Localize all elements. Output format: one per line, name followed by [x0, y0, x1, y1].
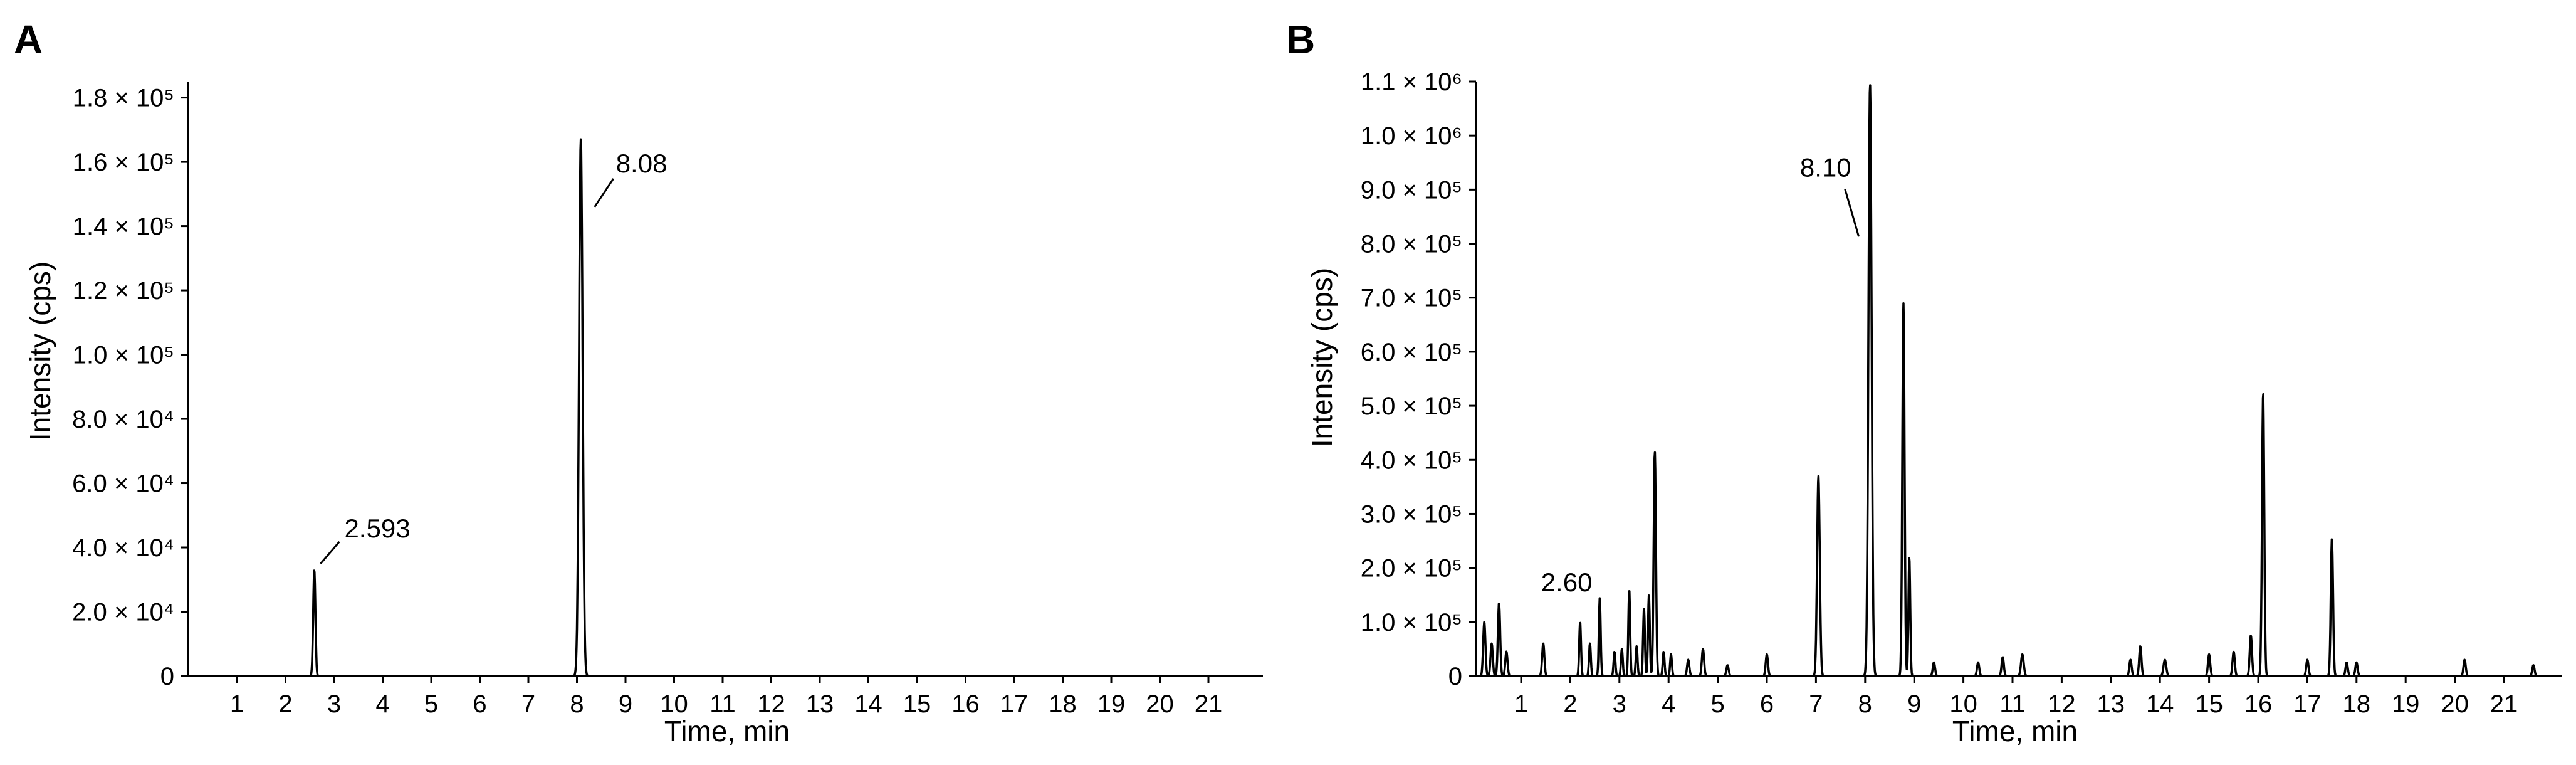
x-tick-label: 13 [2097, 690, 2125, 718]
x-tick-label: 18 [2343, 690, 2371, 718]
y-tick-label: 4.0 × 10⁵ [1361, 446, 1462, 474]
y-tick-label: 5.0 × 10⁵ [1361, 393, 1462, 420]
x-tick-label: 3 [327, 690, 341, 718]
panel-b-chart: B 0 1.0 × 10⁵ 2.0 × 10⁵ 3.0 × 10⁵ 4.0 × 10⁵ 5… [1286, 17, 2562, 747]
x-tick-label: 19 [2392, 690, 2420, 718]
y-tick-label: 1.0 × 10⁵ [1361, 609, 1462, 636]
x-tick-label: 12 [2048, 690, 2076, 718]
x-tick-label: 11 [709, 690, 736, 718]
x-tick-label: 5 [424, 690, 438, 718]
x-tick-label: 7 [521, 690, 535, 718]
panel-b-y-label: Intensity (cps) [1306, 268, 1338, 447]
x-tick-label: 7 [1809, 690, 1823, 718]
y-tick-label: 2.0 × 10⁵ [1361, 555, 1462, 583]
y-tick-label: 1.8 × 10⁵ [73, 85, 174, 112]
x-tick-label: 15 [903, 690, 931, 718]
x-tick-label: 14 [2146, 690, 2174, 718]
annotation-leader-line [320, 542, 339, 564]
panel-a-trace [191, 139, 1254, 676]
x-tick-label: 21 [2490, 690, 2518, 718]
annotation-leader-line [595, 179, 614, 207]
peak-label: 2.60 [1541, 567, 1593, 597]
x-tick-label: 19 [1097, 690, 1126, 718]
x-tick-label: 14 [854, 690, 882, 718]
x-tick-label: 13 [806, 690, 834, 718]
x-tick-label: 15 [2195, 690, 2223, 718]
annotation-leader-line [1845, 189, 1859, 236]
panel-a-x-label: Time, min [664, 715, 790, 747]
y-tick-label: 2.0 × 10⁴ [72, 599, 174, 626]
x-tick-label: 4 [1662, 690, 1675, 718]
y-tick-label: 7.0 × 10⁵ [1361, 285, 1462, 312]
x-tick-label: 16 [951, 690, 980, 718]
y-tick-label: 6.0 × 10⁴ [72, 470, 174, 498]
y-tick-label: 1.6 × 10⁵ [73, 149, 174, 176]
x-tick-label: 8 [1858, 690, 1872, 718]
peak-label: 8.10 [1800, 152, 1851, 182]
panel-b-x-label: Time, min [1952, 715, 2078, 747]
panel-b-y-ticks: 0 1.0 × 10⁵ 2.0 × 10⁵ 3.0 × 10⁵ 4.0 × 10⁵ 5.0… [1361, 68, 1476, 690]
panel-b-annotations: 2.60 8.10 [1541, 152, 1859, 597]
y-tick-label: 1.0 × 10⁵ [73, 342, 174, 369]
y-tick-label: 9.0 × 10⁵ [1361, 176, 1462, 204]
x-tick-label: 17 [1000, 690, 1029, 718]
panel-b-x-ticks: 1 2 3 4 5 6 7 8 9 10 11 12 13 14 15 16 17 18 19 20 21 [1514, 676, 2518, 718]
x-tick-label: 2 [278, 690, 292, 718]
x-tick-label: 1 [1514, 690, 1528, 718]
x-tick-label: 17 [2293, 690, 2322, 718]
y-tick-label: 1.4 × 10⁵ [73, 213, 174, 241]
y-tick-label: 4.0 × 10⁴ [72, 534, 174, 562]
x-tick-label: 3 [1613, 690, 1626, 718]
x-tick-label: 21 [1195, 690, 1223, 718]
panel-a-chart: A 0 2.0 × 10⁴ 4.0 × 10⁴ 6.0 × 10⁴ 8.0 × 10⁴ 1… [14, 17, 1263, 747]
panel-a-letter: A [14, 17, 43, 62]
x-tick-label: 2 [1563, 690, 1577, 718]
x-tick-label: 10 [1949, 690, 1977, 718]
x-tick-label: 6 [1760, 690, 1774, 718]
x-tick-label: 10 [660, 690, 688, 718]
y-tick-label: 0 [160, 663, 174, 690]
peak-label: 8.08 [616, 149, 668, 178]
x-tick-label: 20 [2441, 690, 2469, 718]
x-tick-label: 5 [1710, 690, 1724, 718]
panel-a-y-ticks: 0 2.0 × 10⁴ 4.0 × 10⁴ 6.0 × 10⁴ 8.0 × 10⁴ 1.0… [72, 85, 188, 690]
x-tick-label: 1 [230, 690, 244, 718]
x-tick-label: 9 [619, 690, 632, 718]
y-tick-label: 8.0 × 10⁵ [1361, 231, 1462, 258]
y-tick-label: 1.1 × 10⁶ [1361, 68, 1462, 96]
panel-a-annotations: 2.593 8.08 [320, 149, 667, 564]
y-tick-label: 3.0 × 10⁵ [1361, 500, 1462, 528]
panel-a-x-ticks: 1 2 3 4 5 6 7 8 9 10 11 12 13 14 15 16 17 18 19 20 21 [230, 676, 1222, 718]
y-tick-label: 0 [1448, 663, 1462, 690]
y-tick-label: 1.0 × 10⁶ [1361, 122, 1462, 150]
x-tick-label: 16 [2244, 690, 2273, 718]
x-tick-label: 4 [375, 690, 389, 718]
panel-b-letter: B [1286, 17, 1315, 62]
x-tick-label: 9 [1907, 690, 1921, 718]
peak-label: 2.593 [344, 514, 410, 543]
y-tick-label: 6.0 × 10⁵ [1361, 339, 1462, 366]
y-tick-label: 1.2 × 10⁵ [73, 277, 174, 305]
x-tick-label: 12 [757, 690, 785, 718]
x-tick-label: 11 [1999, 690, 2026, 718]
x-tick-label: 6 [473, 690, 486, 718]
x-tick-label: 18 [1049, 690, 1077, 718]
x-tick-label: 8 [570, 690, 584, 718]
x-tick-label: 20 [1146, 690, 1174, 718]
panel-b-trace [1475, 85, 2551, 676]
y-tick-label: 8.0 × 10⁴ [72, 406, 174, 433]
panel-a-y-label: Intensity (cps) [24, 261, 56, 441]
